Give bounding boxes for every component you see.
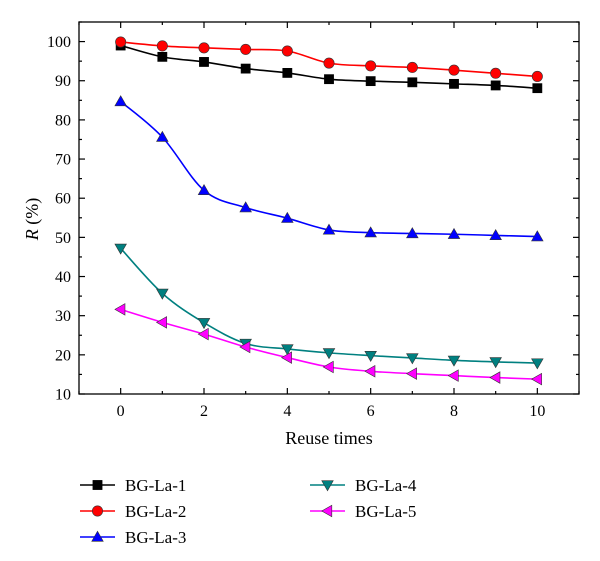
data-point	[365, 60, 377, 72]
data-point	[531, 358, 544, 370]
y-axis-title-unit: (%)	[22, 198, 43, 229]
legend-marker	[321, 504, 333, 518]
y-tick-label: 10	[55, 387, 71, 404]
data-point	[239, 340, 251, 354]
legend-item-BG-La-2: BG-La-2	[80, 502, 186, 521]
data-point	[197, 327, 209, 341]
data-point	[406, 227, 419, 239]
series-BG-La-2	[115, 36, 543, 82]
y-tick-label: 60	[55, 191, 71, 208]
data-point	[489, 371, 501, 384]
y-tick-label: 30	[55, 308, 71, 325]
data-point	[406, 61, 418, 73]
data-point	[449, 78, 459, 89]
series-BG-La-3	[114, 95, 544, 242]
data-point	[114, 303, 126, 316]
series-line	[120, 247, 538, 364]
data-point	[280, 351, 292, 364]
legend-label: BG-La-4	[355, 476, 417, 495]
data-point	[322, 360, 334, 374]
data-point	[448, 64, 460, 76]
y-tick-label: 100	[47, 34, 71, 51]
legend-marker	[321, 480, 334, 492]
data-point	[239, 201, 252, 213]
y-axis-title: R (%)	[22, 198, 43, 241]
data-point	[157, 51, 168, 62]
data-point	[531, 230, 544, 242]
data-point	[281, 211, 294, 223]
data-point	[322, 223, 336, 235]
x-axis-title: Reuse times	[285, 428, 373, 448]
legend-label: BG-La-3	[125, 528, 186, 547]
x-tick-label: 2	[200, 403, 208, 420]
data-point	[282, 68, 293, 78]
data-point	[490, 80, 501, 91]
x-tick-label: 6	[367, 403, 375, 420]
axes: 0 2 4 6 8 10 10 20 30 40 50 60 70 80 90 100	[47, 21, 580, 420]
series-line	[120, 100, 538, 238]
legend-item-BG-La-3: BG-La-3	[80, 528, 186, 547]
legend-marker	[92, 505, 104, 517]
data-point	[489, 357, 502, 369]
data-point	[489, 229, 502, 241]
data-point	[114, 243, 127, 255]
data-point	[281, 45, 293, 57]
data-point	[156, 130, 169, 142]
data-point	[115, 36, 127, 48]
data-point	[322, 348, 336, 360]
y-tick-label: 40	[55, 269, 71, 286]
plot-area	[114, 36, 544, 386]
data-point	[365, 76, 376, 87]
data-point	[114, 95, 127, 107]
data-point	[447, 355, 461, 367]
data-point	[406, 353, 419, 365]
y-tick-label: 20	[55, 347, 71, 364]
data-point	[197, 184, 211, 195]
y-tick-label: 90	[55, 73, 71, 90]
data-point	[532, 83, 543, 94]
legend-label: BG-La-1	[125, 476, 186, 495]
legend-item-BG-La-5: BG-La-5	[310, 502, 416, 521]
data-point	[530, 372, 542, 386]
x-tick-label: 0	[117, 403, 125, 420]
y-tick-label: 70	[55, 152, 71, 169]
data-point	[240, 63, 251, 74]
data-point	[197, 318, 211, 330]
x-tick-label: 8	[450, 403, 458, 420]
legend-marker	[92, 480, 103, 490]
data-point	[447, 227, 461, 239]
legend-label: BG-La-2	[125, 502, 186, 521]
data-point	[447, 369, 459, 382]
data-point	[281, 344, 294, 356]
data-point	[324, 74, 334, 85]
data-point	[323, 57, 335, 69]
x-tick-label: 4	[283, 403, 291, 420]
data-point	[156, 288, 169, 300]
legend-item-BG-La-4: BG-La-4	[310, 476, 417, 495]
data-point	[490, 67, 502, 79]
data-point	[156, 40, 168, 52]
data-point	[199, 57, 209, 67]
data-point	[405, 367, 417, 380]
data-point	[155, 316, 167, 329]
y-tick-label: 80	[55, 112, 71, 129]
data-point	[240, 43, 252, 55]
data-point	[364, 226, 377, 238]
legend-label: BG-La-5	[355, 502, 416, 521]
series-BG-La-5	[114, 303, 542, 386]
data-point	[364, 351, 377, 362]
data-point	[364, 365, 376, 378]
legend-marker	[91, 530, 104, 542]
x-tick-label: 10	[529, 403, 545, 420]
data-point	[198, 42, 210, 54]
data-point	[407, 77, 418, 88]
series-BG-La-4	[114, 243, 544, 370]
legend: BG-La-1 BG-La-2 BG-La-3 BG-La-4 BG-La-5	[80, 476, 417, 547]
y-tick-label: 50	[55, 230, 71, 247]
y-axis-title-symbol: R	[22, 229, 42, 241]
legend-item-BG-La-1: BG-La-1	[80, 476, 186, 495]
data-point	[531, 70, 543, 82]
